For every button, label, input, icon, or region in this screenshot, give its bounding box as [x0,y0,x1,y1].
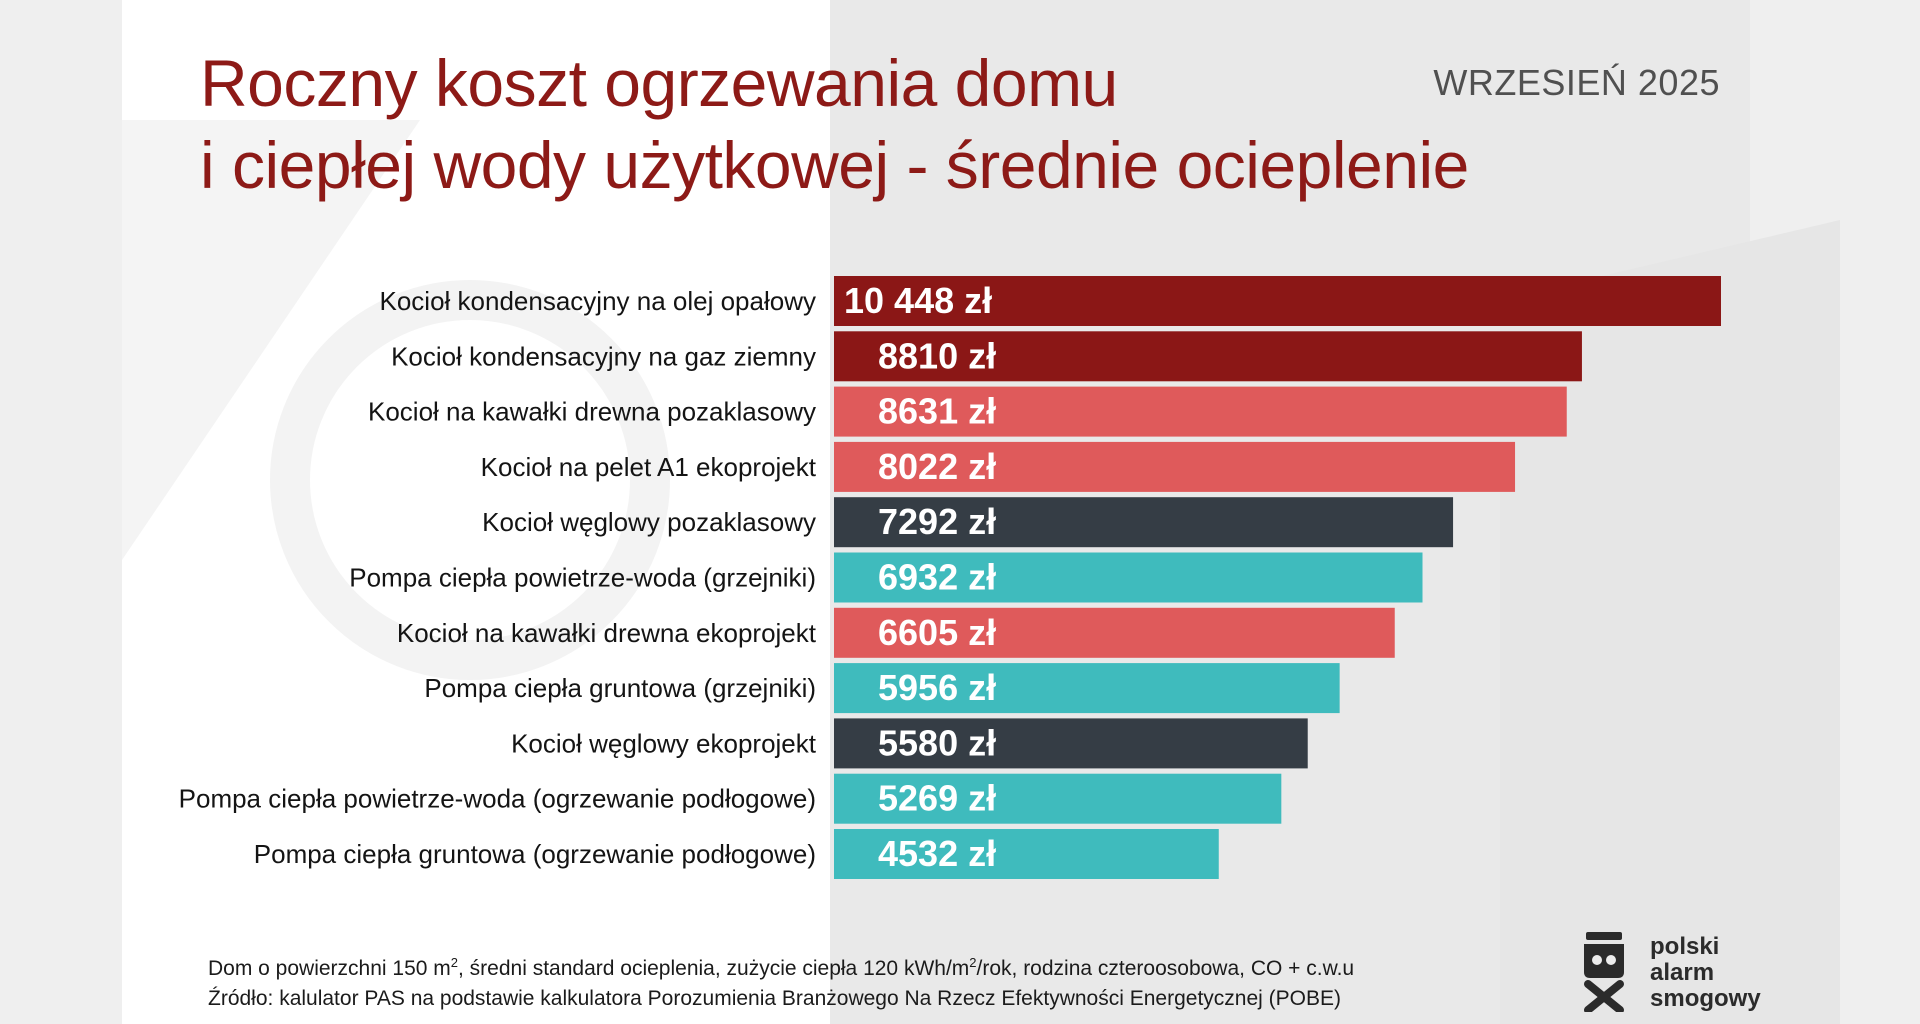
bar [834,718,1308,769]
category-label: Kocioł kondensacyjny na olej opałowy [380,286,817,316]
value-label: 7292 zł [878,501,996,542]
footnote-source: Źródło: kalulator PAS na podstawie kalku… [208,987,1341,1010]
title-line-2: i ciepłej wody użytkowej - średnie ociep… [200,128,1469,202]
bar [834,497,1454,548]
category-label: Kocioł na kawałki drewna ekoprojekt [397,618,817,648]
value-label: 5269 zł [878,778,996,819]
category-label: Kocioł węglowy pozaklasowy [482,507,816,537]
value-label: 8810 zł [878,335,996,376]
category-label: Kocioł na kawałki drewna pozaklasowy [368,397,816,427]
value-label: 6932 zł [878,557,996,598]
footnote-line-1-part-b: , średni standard ocieplenia, zużycie ci… [458,957,970,980]
bar [834,441,1516,492]
footnote: Dom o powierzchni 150 m2, średni standar… [208,948,1354,1014]
category-label: Pompa ciepła gruntowa (grzejniki) [424,673,816,703]
logo-text: polski alarm smogowy [1650,934,1761,1012]
bar [834,386,1567,437]
logo-line-1: polski [1650,933,1720,960]
logo-line-3: smogowy [1650,985,1761,1012]
bar [834,607,1395,658]
value-label: 8022 zł [878,446,996,487]
bar [834,276,1721,326]
footnote-superscript-2: 2 [969,955,977,970]
bar [834,331,1582,382]
value-label: 5956 zł [878,667,996,708]
category-label: Kocioł węglowy ekoprojekt [511,728,817,758]
category-label: Kocioł kondensacyjny na gaz ziemny [391,341,816,371]
smog-alarm-logo-icon [1584,932,1624,1012]
bar [834,829,1219,879]
category-label: Pompa ciepła powietrze-woda (grzejniki) [349,563,816,593]
date-label: WRZESIEŃ 2025 [1433,62,1720,103]
value-label: 6605 zł [878,612,996,653]
category-label: Pompa ciepła gruntowa (ogrzewanie podłog… [254,839,816,869]
value-label: 8631 zł [878,391,996,432]
footnote-line-1-part-a: Dom o powierzchni 150 m [208,957,451,980]
value-label: 5580 zł [878,722,996,763]
logo: polski alarm smogowy [1582,930,1782,1014]
value-label: 10 448 zł [844,280,992,321]
footnote-line-1: Dom o powierzchni 150 m2, średni standar… [208,948,1354,984]
logo-line-2: alarm [1650,959,1715,986]
bar [834,773,1282,824]
category-label: Pompa ciepła powietrze-woda (ogrzewanie … [179,784,816,814]
title-line-1: Roczny koszt ogrzewania domu [200,46,1118,120]
footnote-line-1-part-c: /rok, rodzina czteroosobowa, CO + c.w.u [976,957,1355,980]
category-label: Kocioł na pelet A1 ekoprojekt [481,452,817,482]
chart-title: Roczny koszt ogrzewania domu i ciepłej w… [200,42,1469,206]
bar [834,663,1340,714]
footnote-superscript-1: 2 [450,955,459,970]
value-label: 4532 zł [878,833,996,874]
bar [834,552,1423,603]
